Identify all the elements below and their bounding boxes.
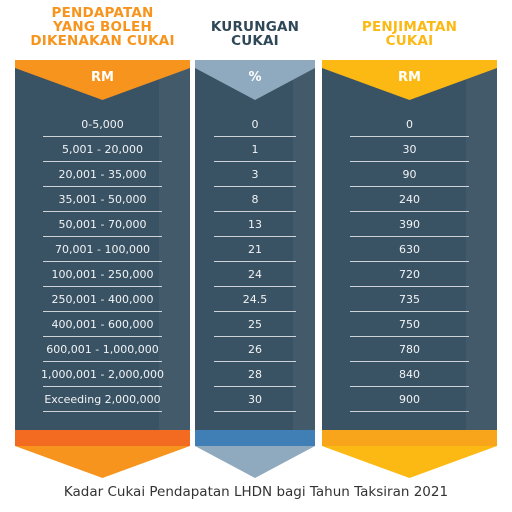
tax-value: 900 bbox=[322, 387, 497, 412]
income-bracket: 400,001 - 600,000 bbox=[15, 312, 190, 337]
tax-value: 720 bbox=[322, 262, 497, 287]
income-heading-line: YANG BOLEH bbox=[53, 19, 152, 35]
tax-value: 390 bbox=[322, 212, 497, 237]
tax-value: 90 bbox=[322, 162, 497, 187]
income-bottom-arrow bbox=[15, 430, 190, 480]
rate-heading: KURUNGAN CUKAI bbox=[195, 20, 315, 48]
tax-bottom-arrow bbox=[322, 430, 497, 480]
income-bracket: 1,000,001 - 2,000,000 bbox=[15, 362, 190, 387]
rate-value: 8 bbox=[195, 187, 315, 212]
income-unit-label: RM bbox=[91, 70, 114, 85]
rate-value: 28 bbox=[195, 362, 315, 387]
income-bracket: 50,001 - 70,000 bbox=[15, 212, 190, 237]
tax-heading: PENJIMATAN CUKAI bbox=[322, 20, 497, 48]
income-bracket: 5,001 - 20,000 bbox=[15, 137, 190, 162]
rate-bottom-arrow bbox=[195, 430, 315, 480]
rate-heading-line: KURUNGAN bbox=[210, 19, 300, 35]
income-bracket: 250,001 - 400,000 bbox=[15, 287, 190, 312]
tax-unit-banner: RM bbox=[322, 60, 497, 100]
tax-value: 780 bbox=[322, 337, 497, 362]
rate-value: 21 bbox=[195, 237, 315, 262]
rate-value: 24.5 bbox=[195, 287, 315, 312]
rate-value: 30 bbox=[195, 387, 315, 412]
income-bracket: Exceeding 2,000,000 bbox=[15, 387, 190, 412]
rate-value: 0 bbox=[195, 112, 315, 137]
tax-panel bbox=[322, 60, 497, 430]
tax-rows: 0 30 90 240 390 630 720 735 750 780 840 … bbox=[322, 112, 497, 412]
rate-value: 3 bbox=[195, 162, 315, 187]
income-rows: 0-5,000 5,001 - 20,000 20,001 - 35,000 3… bbox=[15, 112, 190, 412]
tax-value: 840 bbox=[322, 362, 497, 387]
income-bracket: 0-5,000 bbox=[15, 112, 190, 137]
income-heading-line: DIKENAKAN CUKAI bbox=[30, 33, 175, 49]
tax-value: 0 bbox=[322, 112, 497, 137]
tax-value: 735 bbox=[322, 287, 497, 312]
income-bracket: 20,001 - 35,000 bbox=[15, 162, 190, 187]
rate-value: 13 bbox=[195, 212, 315, 237]
rate-panel bbox=[195, 60, 315, 430]
tax-value: 240 bbox=[322, 187, 497, 212]
rate-unit-label: % bbox=[248, 70, 262, 85]
tax-value: 750 bbox=[322, 312, 497, 337]
income-bracket: 70,001 - 100,000 bbox=[15, 237, 190, 262]
tax-unit-label: RM bbox=[398, 70, 421, 85]
tax-heading-line: CUKAI bbox=[385, 33, 434, 49]
rate-value: 24 bbox=[195, 262, 315, 287]
rate-value: 25 bbox=[195, 312, 315, 337]
rate-heading-line: CUKAI bbox=[231, 33, 279, 49]
income-bracket: 35,001 - 50,000 bbox=[15, 187, 190, 212]
rate-rows: 0 1 3 8 13 21 24 24.5 25 26 28 30 bbox=[195, 112, 315, 412]
rate-value: 1 bbox=[195, 137, 315, 162]
income-bracket: 100,001 - 250,000 bbox=[15, 262, 190, 287]
caption: Kadar Cukai Pendapatan LHDN bagi Tahun T… bbox=[63, 484, 449, 500]
income-panel bbox=[15, 60, 190, 430]
tax-value: 630 bbox=[322, 237, 497, 262]
rate-value: 26 bbox=[195, 337, 315, 362]
income-heading: PENDAPATAN YANG BOLEH DIKENAKAN CUKAI bbox=[15, 6, 190, 48]
income-heading-line: PENDAPATAN bbox=[51, 5, 154, 21]
income-unit-banner: RM bbox=[15, 60, 190, 100]
rate-unit-banner: % bbox=[195, 60, 315, 100]
tax-value: 30 bbox=[322, 137, 497, 162]
income-bracket: 600,001 - 1,000,000 bbox=[15, 337, 190, 362]
tax-heading-line: PENJIMATAN bbox=[361, 19, 458, 35]
